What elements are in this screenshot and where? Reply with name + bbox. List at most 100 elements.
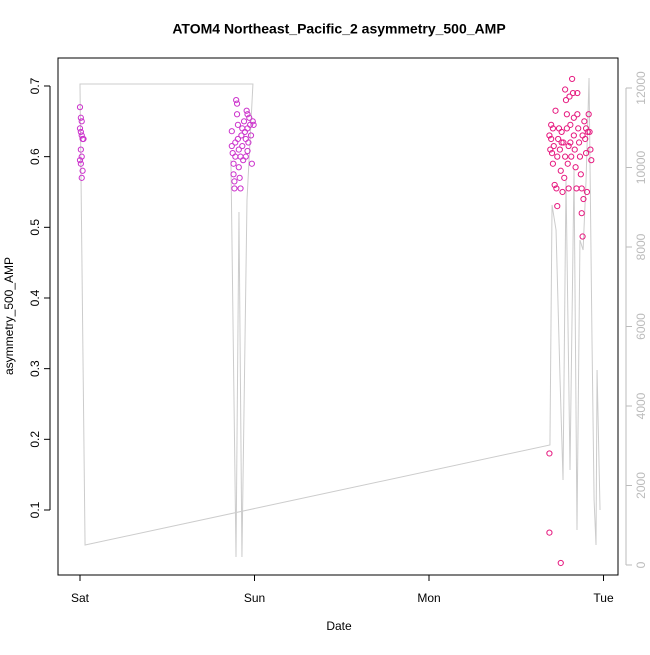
scatter-point: [77, 146, 84, 153]
y-tick-label: 0.5: [28, 219, 42, 236]
scatter-point: [555, 135, 562, 143]
scatter-point: [235, 146, 242, 153]
scatter-point: [244, 111, 251, 118]
scatter-point: [575, 139, 583, 146]
y-tick-label: 0.3: [28, 360, 42, 377]
scatter-point: [563, 111, 570, 118]
scatter-point: [243, 107, 250, 114]
x-tick-label: Sun: [244, 591, 265, 605]
y-tick-label: 0.4: [28, 289, 42, 306]
y2-tick-label: 2000: [634, 472, 648, 499]
scatter-point: [233, 100, 241, 107]
scatter-point: [231, 178, 238, 185]
scatter-point: [239, 142, 246, 150]
scatter-point: [76, 157, 84, 164]
scatter-point: [575, 125, 582, 132]
scatter-point: [239, 125, 246, 132]
y2-tick-label: 4000: [634, 392, 648, 419]
scatter-point: [555, 125, 563, 132]
scatter-point: [562, 153, 569, 160]
line-series: [79, 77, 601, 558]
scatter-point: [565, 185, 572, 192]
scatter-point: [587, 146, 594, 153]
scatter-point: [567, 139, 574, 146]
scatter-point: [78, 153, 85, 160]
y-tick-label: 0.2: [28, 431, 42, 448]
scatter-point: [237, 153, 244, 160]
scatter-point: [548, 150, 556, 157]
y-axis-label: asymmetry_500_AMP: [2, 257, 16, 375]
x-tick-label: Tue: [593, 591, 614, 605]
scatter-point: [554, 153, 561, 160]
scatter-point: [581, 118, 588, 125]
scatter-point: [245, 139, 252, 146]
scatter-point: [552, 107, 559, 114]
chart-title: ATOM4 Northeast_Pacific_2 asymmetry_500_…: [172, 21, 505, 37]
scatter-point: [78, 174, 85, 181]
scatter-point: [583, 188, 591, 196]
scatter-point: [250, 121, 257, 128]
scatter-point: [567, 121, 574, 128]
scatter-point: [76, 125, 84, 132]
scatter-point: [228, 128, 235, 135]
scatter-point: [557, 559, 564, 567]
y-tick-label: 0.1: [28, 501, 42, 518]
scatter-point: [578, 210, 585, 217]
scatter-point: [242, 153, 249, 160]
scatter-point: [240, 157, 247, 164]
scatter-point: [563, 125, 570, 132]
scatter-point: [579, 132, 586, 139]
scatter-point: [553, 185, 560, 192]
scatter-point: [237, 185, 244, 192]
scatter-point: [228, 142, 235, 150]
scatter-point: [244, 147, 251, 155]
y2-tick-label: 0: [634, 561, 648, 568]
scatter-point: [550, 142, 557, 150]
scatter-point: [585, 111, 592, 118]
x-tick-label: Sat: [71, 591, 90, 605]
scatter-point: [562, 97, 570, 104]
y2-tick-label: 10000: [634, 150, 648, 184]
scatter-point: [558, 128, 565, 136]
scatter-point: [242, 135, 249, 143]
scatter-point: [554, 203, 561, 210]
scatter-point: [565, 142, 572, 150]
scatter-point: [79, 167, 86, 174]
scatter-point: [229, 150, 236, 157]
scatter-point: [233, 97, 240, 104]
scatter-point: [572, 164, 579, 171]
scatter-point: [566, 93, 573, 100]
scatter-point: [580, 195, 587, 203]
scatter-point: [231, 185, 238, 192]
x-axis-label: Date: [326, 619, 352, 633]
scatter-point: [77, 128, 84, 136]
scatter-point: [577, 171, 584, 178]
scatter-point: [588, 157, 595, 164]
scatter-point: [247, 132, 255, 139]
y-tick-label: 0.6: [28, 148, 42, 165]
scatter-point: [234, 135, 242, 143]
scatter-point: [569, 89, 577, 97]
scatter-point: [238, 132, 245, 139]
plot-frame: [57, 57, 619, 576]
scatter-point: [586, 128, 593, 136]
scatter-point: [549, 125, 557, 132]
scatter-point: [546, 450, 553, 457]
scatter-point: [234, 121, 242, 128]
scatter-point: [570, 114, 577, 121]
scatter-point: [574, 89, 581, 97]
scatter-point: [230, 171, 237, 178]
scatter-point: [233, 111, 241, 118]
scatter-point: [568, 153, 575, 160]
scatter-point: [557, 167, 564, 174]
scatter-point: [558, 139, 565, 146]
y-tick-label: 0.7: [28, 77, 42, 94]
scatter-point: [232, 153, 239, 160]
scatter-point: [560, 139, 567, 146]
scatter-point: [546, 132, 553, 139]
scatter-point: [78, 132, 85, 139]
scatter-point: [77, 160, 84, 167]
scatter-point: [249, 118, 256, 125]
scatter-point: [576, 153, 584, 160]
